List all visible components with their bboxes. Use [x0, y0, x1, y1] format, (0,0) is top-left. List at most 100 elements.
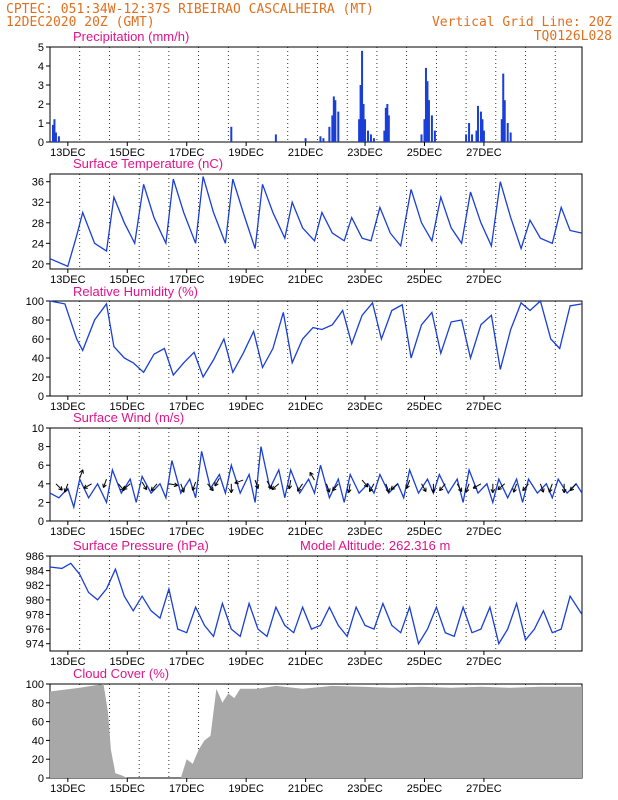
y-tick-label: 32	[32, 197, 44, 209]
chart-panel: Precipitation (mm/h) 0 1 2 3 4 5 13DEC 15DEC 17DE…	[38, 29, 583, 159]
cloud-area	[50, 684, 582, 778]
y-tick-label: 982	[26, 580, 44, 592]
y-tick-label: 60	[32, 717, 44, 729]
panel-title: Cloud Cover (%)	[73, 666, 169, 681]
x-tick-label: 13DEC	[50, 274, 86, 286]
wind-arrow	[288, 479, 292, 490]
x-tick-label: 19DEC	[228, 656, 264, 668]
wind-arrow-head	[457, 487, 463, 493]
wind-arrow	[497, 483, 506, 490]
x-tick-label: 15DEC	[110, 274, 146, 286]
wind-arrow-head	[439, 486, 444, 492]
wind-arrow	[539, 483, 544, 493]
y-tick-label: 2	[38, 99, 44, 111]
x-tick-label: 17DEC	[169, 783, 205, 795]
plot-frame	[49, 300, 583, 397]
x-tick-label: 17DEC	[169, 656, 205, 668]
wind-arrow-head	[472, 484, 478, 489]
x-tick-label: 21DEC	[288, 401, 324, 413]
wind-arrow-head	[548, 488, 553, 493]
x-tick-label: 17DEC	[169, 526, 205, 538]
wind-arrow	[513, 483, 518, 493]
precip-bar	[430, 115, 433, 142]
precip-bar	[426, 81, 429, 142]
precip-bar	[359, 85, 362, 142]
y-tick-label: 28	[32, 218, 44, 230]
wind-arrow	[385, 483, 390, 493]
y-tick-label: 3	[38, 80, 44, 92]
x-tick-label: 13DEC	[50, 526, 86, 538]
precip-bar	[322, 138, 325, 142]
x-tick-label: 19DEC	[228, 274, 264, 286]
precip-bar	[424, 67, 427, 142]
x-tick-label: 21DEC	[288, 147, 324, 159]
y-tick-label: 978	[26, 609, 44, 621]
y-tick-label: 980	[26, 595, 44, 607]
precip-bar	[500, 119, 503, 142]
precip-bar	[471, 134, 474, 142]
wind-arrow-head	[150, 486, 156, 492]
wind-arrow-head	[363, 482, 369, 488]
wind-arrow	[168, 483, 178, 486]
x-tick-label: 21DEC	[288, 526, 324, 538]
y-tick-label: 80	[32, 698, 44, 710]
y-tick-label: 5	[38, 42, 44, 54]
wind-arrow	[79, 469, 84, 479]
precip-bar	[358, 119, 361, 142]
precip-bar	[362, 104, 365, 142]
wind-arrow-head	[326, 488, 331, 493]
x-tick-label: 17DEC	[169, 274, 205, 286]
chart-panel: Surface Pressure (hPa) Model Altitude: 26…	[26, 538, 583, 668]
plot-frame	[49, 46, 583, 143]
wind-arrow-head	[522, 486, 527, 492]
wind-arrow	[439, 483, 446, 492]
wind-arrow-head	[405, 484, 410, 489]
series-line	[49, 446, 583, 510]
x-tick-label: 17DEC	[169, 401, 205, 413]
wind-arrow	[325, 483, 330, 493]
precip-bar	[51, 124, 54, 142]
precip-bar	[57, 136, 60, 142]
wind-arrow-head	[180, 488, 185, 493]
wind-arrow	[266, 480, 272, 490]
precip-bar	[364, 119, 367, 142]
wind-arrow-head	[267, 484, 272, 490]
x-tick-label: 15DEC	[110, 656, 146, 668]
precip-bar	[506, 123, 509, 142]
y-tick-label: 6	[38, 460, 44, 472]
y-tick-label: 0	[38, 137, 44, 149]
precip-bar	[369, 134, 372, 142]
precip-bar	[384, 107, 387, 142]
y-tick-label: 974	[26, 639, 44, 651]
wind-arrow	[421, 483, 427, 492]
wind-arrow-head	[540, 488, 545, 493]
wind-arrow-head	[79, 469, 84, 474]
wind-arrow	[271, 483, 280, 490]
x-tick-label: 23DEC	[347, 401, 383, 413]
x-tick-label: 27DEC	[466, 401, 502, 413]
wind-arrow	[207, 483, 214, 492]
wind-arrow	[180, 483, 185, 493]
y-tick-label: 80	[32, 315, 44, 327]
y-tick-label: 60	[32, 334, 44, 346]
wind-arrow-head	[385, 488, 391, 493]
panel-title: Surface Wind (m/s)	[73, 410, 184, 425]
wind-arrow	[406, 479, 411, 489]
x-tick-label: 27DEC	[466, 274, 502, 286]
y-tick-label: 100	[26, 679, 44, 691]
x-tick-label: 23DEC	[347, 274, 383, 286]
precip-bar	[479, 111, 482, 142]
y-tick-label: 20	[32, 259, 44, 271]
wind-arrow	[141, 481, 148, 490]
precip-bar	[482, 130, 485, 142]
wind-arrow-head	[271, 485, 276, 491]
precip-bar	[502, 73, 505, 142]
y-tick-label: 0	[38, 773, 44, 785]
precip-bar	[361, 50, 364, 142]
precip-bar	[332, 96, 335, 142]
x-tick-label: 15DEC	[110, 526, 146, 538]
y-tick-label: 20	[32, 754, 44, 766]
wind-arrow-head	[228, 489, 234, 494]
y-tick-label: 36	[32, 177, 44, 189]
x-tick-label: 23DEC	[347, 526, 383, 538]
